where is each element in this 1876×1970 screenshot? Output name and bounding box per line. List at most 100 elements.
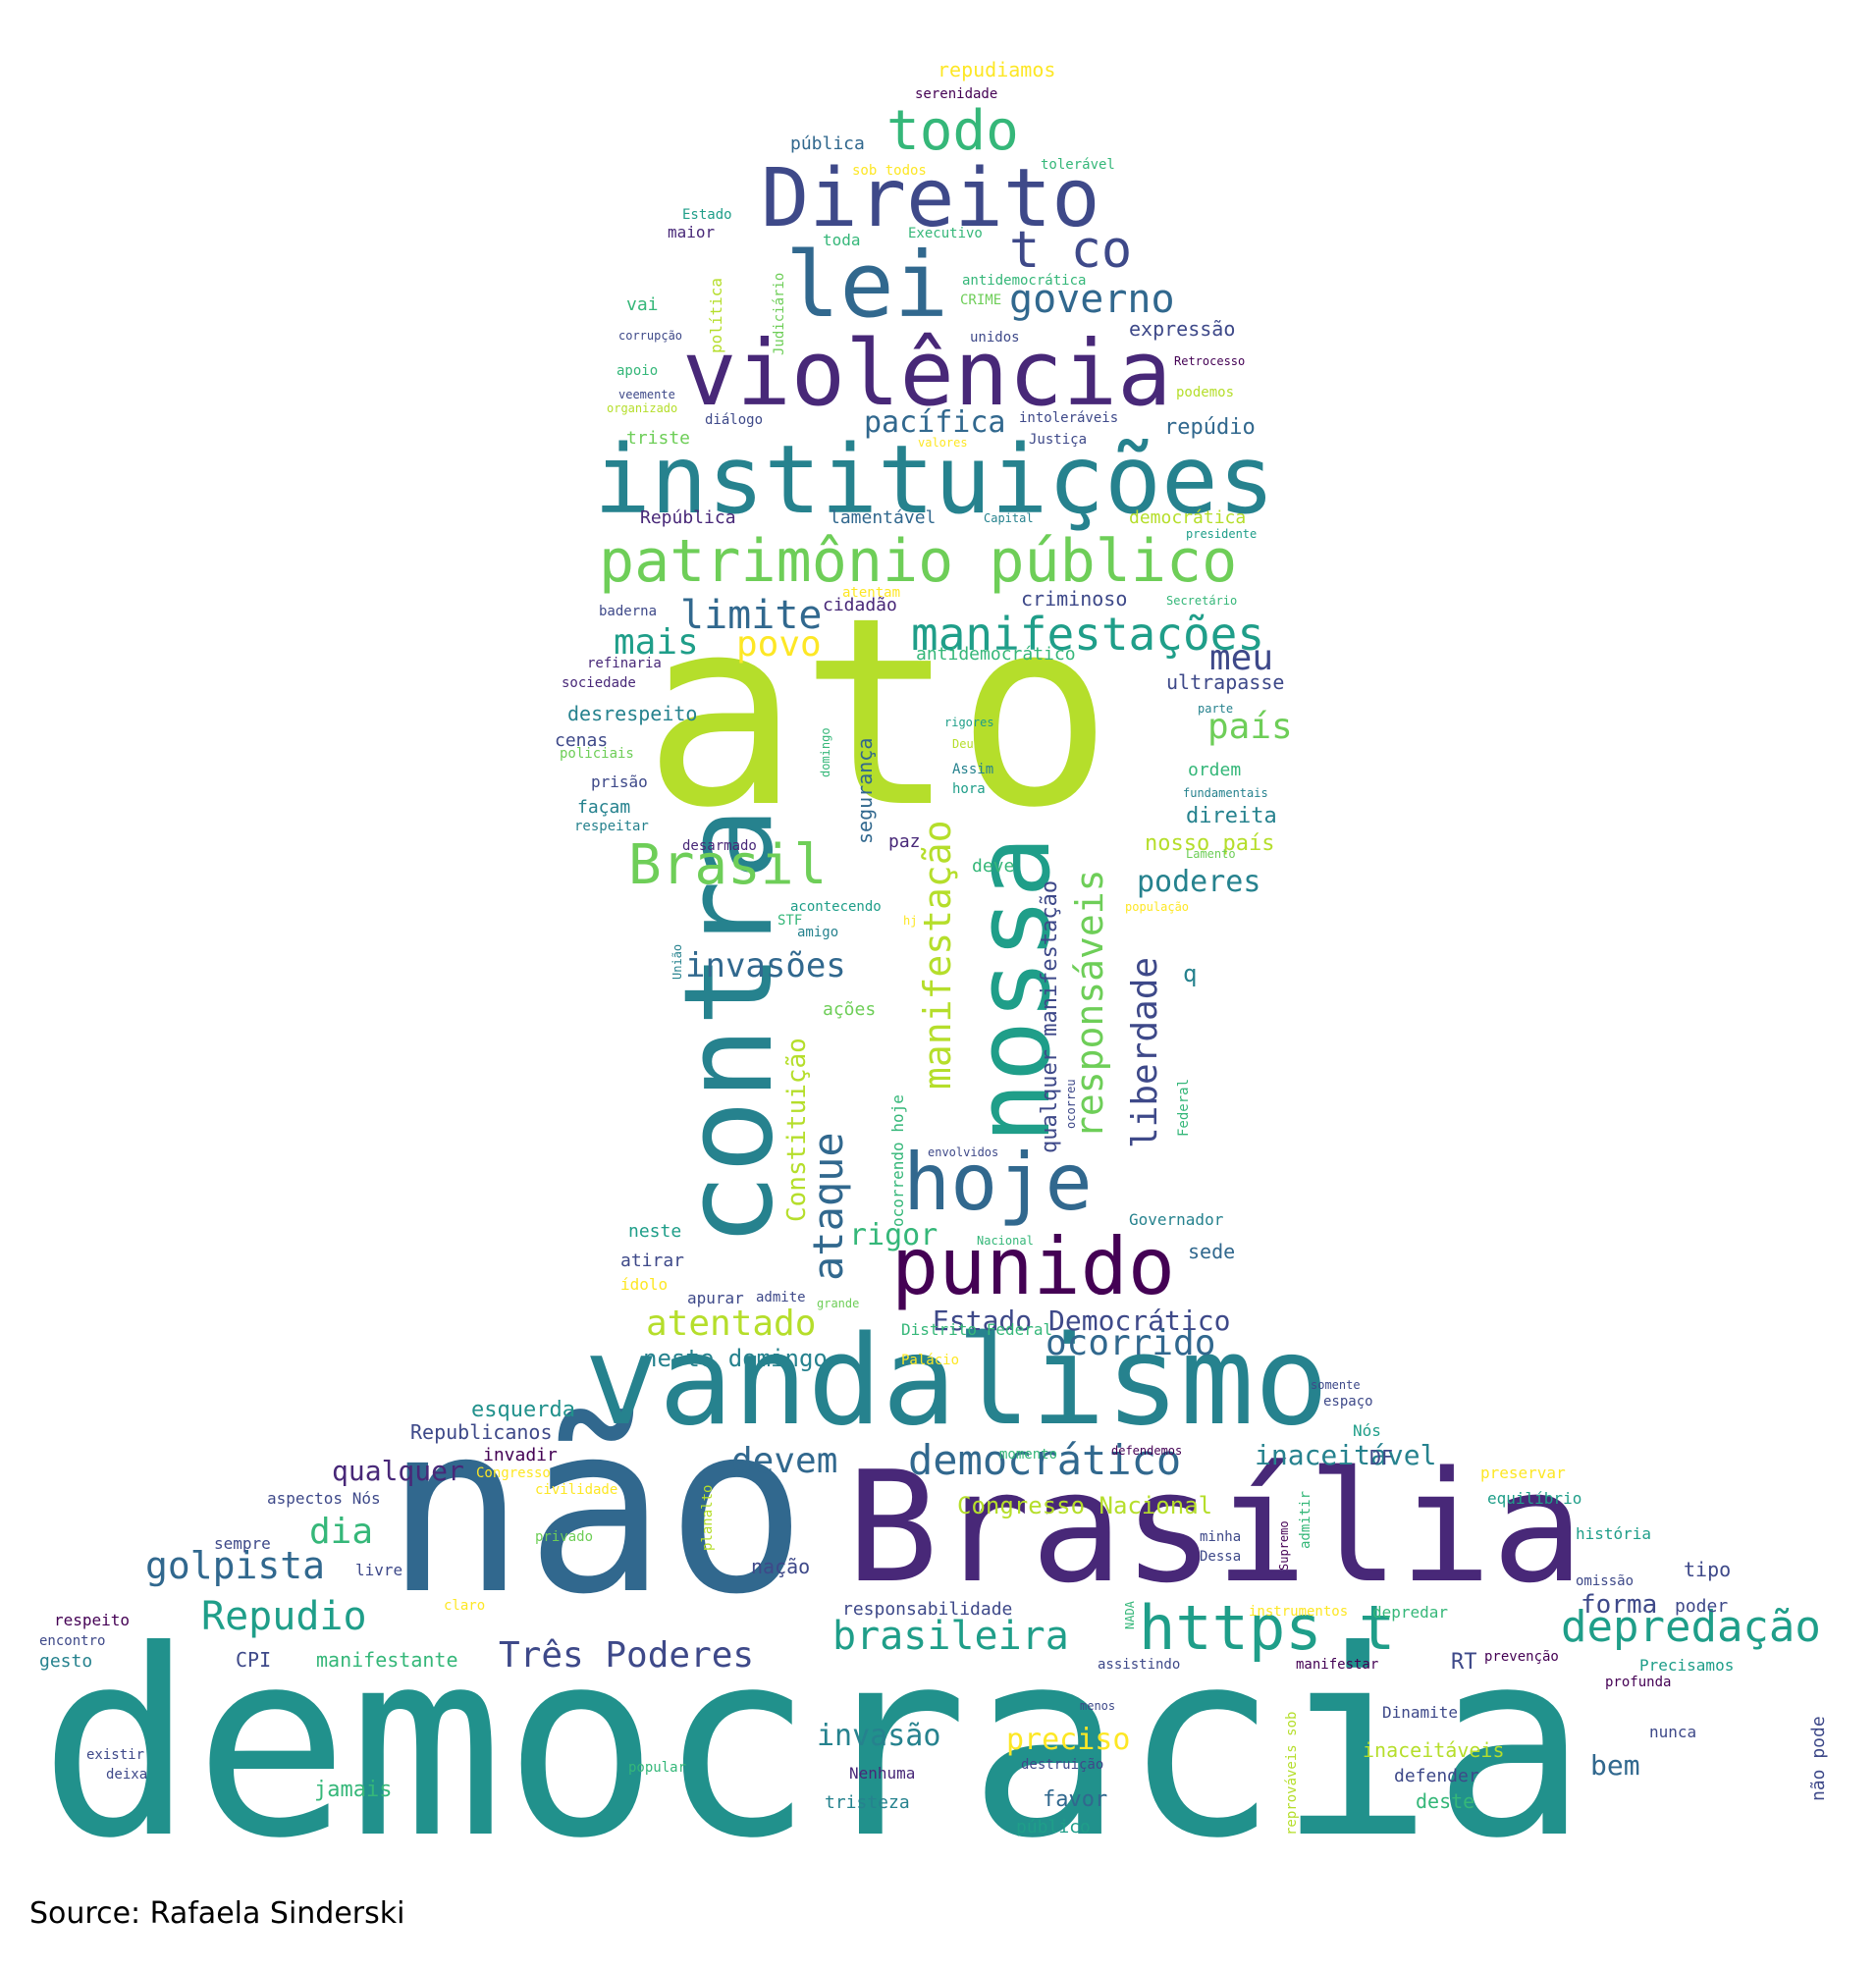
word: t co — [1009, 221, 1132, 280]
word: Retrocesso — [1174, 354, 1245, 368]
word: toda — [823, 231, 861, 249]
word: não — [385, 1374, 807, 1646]
word: https t — [1139, 1592, 1395, 1664]
word: sempre — [214, 1534, 271, 1553]
word: hoje — [903, 1137, 1093, 1228]
word: democrático — [908, 1436, 1181, 1484]
word: destruição — [1021, 1757, 1103, 1773]
word: segurança — [853, 738, 877, 844]
word: instrumentos — [1249, 1604, 1348, 1620]
word: favor — [1043, 1787, 1107, 1812]
word: Brasília — [846, 1438, 1583, 1617]
word: hj — [903, 914, 917, 928]
word: forma — [1581, 1590, 1657, 1620]
word: Precisamos — [1639, 1656, 1734, 1675]
word: Palácio — [901, 1353, 959, 1368]
word: Nós — [1353, 1421, 1381, 1440]
word: devem — [731, 1441, 837, 1481]
word: mais — [614, 622, 699, 663]
word: rigor — [849, 1218, 938, 1252]
word: livre — [355, 1561, 402, 1579]
word: qualquer — [332, 1455, 464, 1487]
source-caption: Source: Rafaela Sinderski — [29, 1896, 405, 1931]
word: corrupção — [618, 329, 682, 343]
word: expressão — [1129, 317, 1235, 341]
word: Estado — [682, 207, 732, 223]
word: neste domingo — [643, 1345, 828, 1372]
word: deve — [972, 856, 1014, 877]
word: ações — [823, 999, 876, 1020]
word: respeito — [54, 1611, 130, 1629]
word: encontro — [39, 1633, 105, 1649]
word: triste — [626, 428, 690, 449]
word: limite — [680, 593, 823, 638]
word: tristeza — [825, 1792, 910, 1813]
word: manifestações — [911, 608, 1264, 661]
word: admitir — [1298, 1491, 1313, 1549]
word: domingo — [819, 727, 832, 777]
word: neste — [628, 1221, 681, 1242]
word: espaço — [1323, 1394, 1373, 1410]
word: deixa — [106, 1767, 147, 1783]
word: ocorreu — [1064, 1079, 1078, 1129]
word: existir — [86, 1747, 144, 1763]
word: ato — [643, 562, 1113, 865]
word: Republicanos — [410, 1420, 553, 1444]
word: responsabilidade — [842, 1599, 1012, 1620]
word: somente — [1311, 1378, 1361, 1392]
word: Brasil — [628, 833, 827, 897]
word: planalto — [700, 1485, 716, 1551]
word: ocorrendo hoje — [888, 1094, 907, 1227]
word: acontecendo — [790, 899, 882, 915]
word: desrespeito — [567, 702, 697, 725]
word: admite — [756, 1290, 806, 1305]
word: STF — [777, 913, 802, 929]
word: governo — [1009, 277, 1175, 322]
word: tipo — [1684, 1558, 1731, 1581]
word: nunca — [1649, 1723, 1696, 1741]
word: inaceitável — [1255, 1439, 1436, 1471]
word: popular — [628, 1760, 686, 1776]
word: deste — [1416, 1789, 1474, 1813]
word: envolvidos — [928, 1145, 998, 1159]
word: Dessa — [1200, 1549, 1241, 1565]
word: lei — [785, 233, 948, 338]
word: Deus — [952, 737, 981, 751]
word: qualquer manifestação — [1038, 880, 1062, 1153]
word: NADA — [1123, 1600, 1137, 1629]
word: preservar — [1480, 1464, 1566, 1482]
word: Assim — [952, 762, 993, 777]
word: Congresso — [476, 1465, 551, 1481]
word: serenidade — [915, 86, 997, 102]
word: Constituição — [782, 1038, 812, 1222]
word: criminoso — [1021, 587, 1127, 611]
word: ocorrido — [1045, 1323, 1215, 1363]
word: sociedade — [562, 675, 636, 691]
word: cenas — [555, 730, 608, 751]
word: Nacional — [977, 1234, 1034, 1248]
word: amigo — [797, 925, 838, 940]
word: Capital — [984, 511, 1034, 525]
word: apurar — [687, 1289, 744, 1307]
word: omissão — [1576, 1573, 1634, 1589]
word: esquerda — [471, 1398, 575, 1422]
word: privado — [535, 1529, 593, 1545]
word: defender — [1394, 1766, 1479, 1786]
word: União — [670, 944, 684, 980]
word: apoio — [616, 363, 658, 379]
word: Distrito Federal — [901, 1320, 1052, 1339]
word: política — [707, 278, 725, 353]
word: grande — [817, 1297, 859, 1310]
word: menos — [1080, 1699, 1115, 1713]
word: pacífica — [864, 405, 1006, 440]
word: nosso país — [1145, 831, 1274, 856]
word: defendemos — [1111, 1444, 1182, 1458]
word: não pode — [1808, 1716, 1829, 1801]
word: história — [1576, 1524, 1651, 1543]
word: atirar — [620, 1251, 684, 1271]
word: jamais — [314, 1778, 392, 1802]
word: respeitar — [574, 819, 649, 834]
word: Justiça — [1029, 432, 1087, 448]
word: democracia — [39, 1595, 1587, 1845]
word: DF — [1369, 1446, 1393, 1469]
